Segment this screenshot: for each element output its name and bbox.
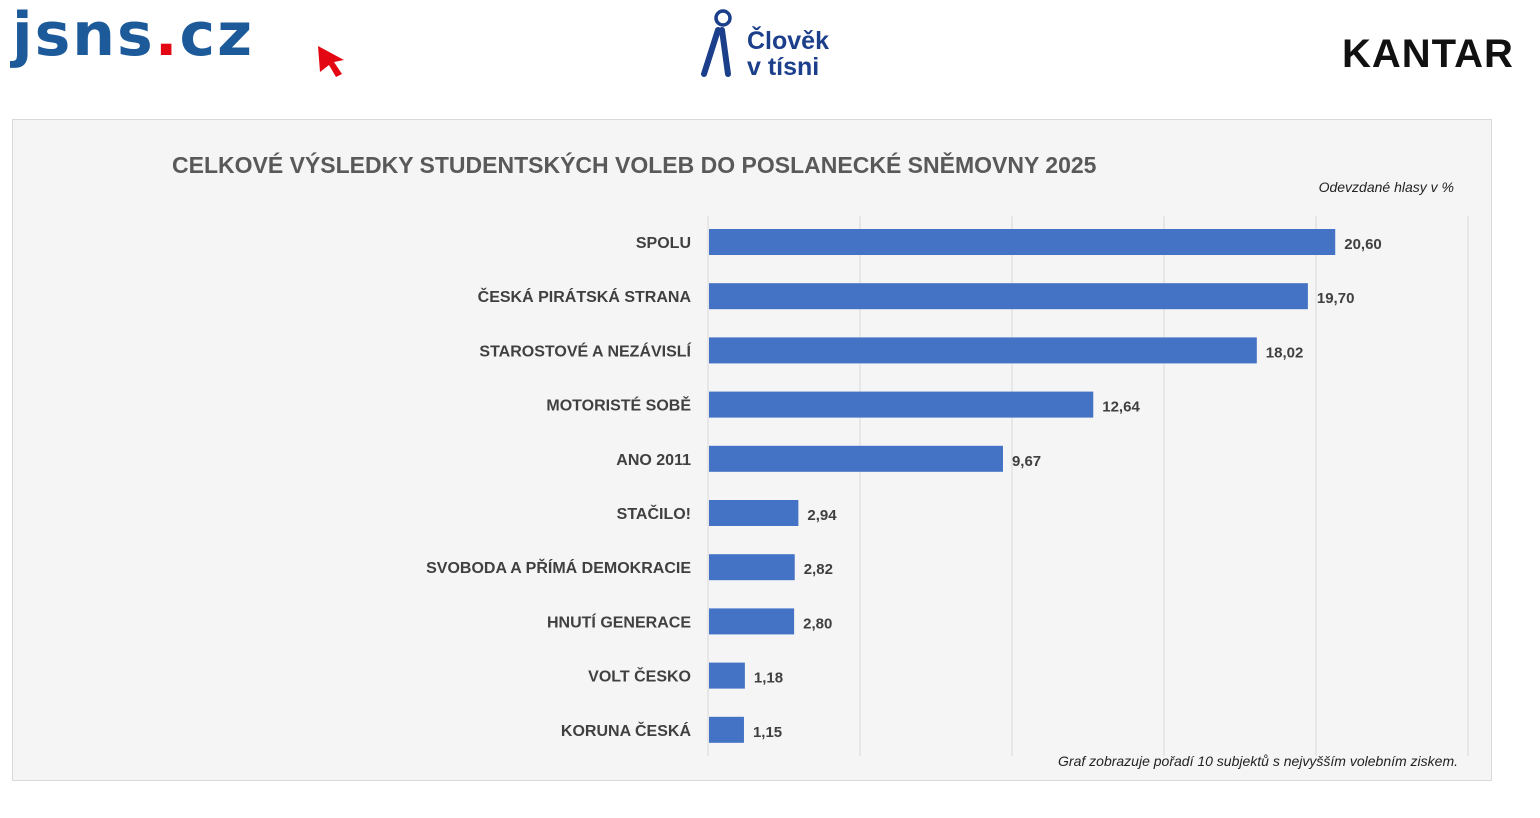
jsns-logo-tld: cz <box>179 0 255 70</box>
kantar-logo: KANTAR <box>1342 32 1514 76</box>
bar <box>709 283 1308 310</box>
value-label: 18,02 <box>1266 344 1304 361</box>
unit-label: Odevzdané hlasy v % <box>1319 179 1454 195</box>
cvt-line1: Člověk <box>747 27 829 55</box>
value-label: 9,67 <box>1012 453 1041 470</box>
category-label: STAČILO! <box>617 504 691 523</box>
bar <box>709 662 745 689</box>
value-label: 2,82 <box>804 561 833 578</box>
category-label: STAROSTOVÉ A NEZÁVISLÍ <box>479 341 691 360</box>
value-label: 2,80 <box>803 615 832 632</box>
value-label: 1,18 <box>754 670 783 687</box>
value-label: 2,94 <box>807 507 837 524</box>
jsns-logo-dot: . <box>154 0 180 70</box>
cvt-line2: v tísni <box>747 53 820 81</box>
bar <box>709 445 1003 472</box>
value-label: 1,15 <box>753 724 782 741</box>
bar <box>709 229 1336 255</box>
bar <box>709 608 795 635</box>
bar <box>709 391 1094 418</box>
bar <box>709 500 799 526</box>
bar <box>709 716 744 743</box>
bar <box>709 337 1257 364</box>
value-label: 12,64 <box>1102 399 1140 416</box>
cursor-arrow-icon <box>318 46 344 77</box>
bar <box>709 554 795 581</box>
value-label: 20,60 <box>1344 236 1382 253</box>
category-label: KORUNA ČESKÁ <box>561 721 692 740</box>
category-label: HNUTÍ GENERACE <box>547 612 691 631</box>
category-label: SVOBODA A PŘÍMÁ DEMOKRACIE <box>426 558 691 577</box>
clovek-v-tisni-figure-icon <box>701 9 732 77</box>
jsns-logo-text: jsns <box>12 0 155 70</box>
jsns-logo: jsns.cz <box>12 0 254 70</box>
category-label: ANO 2011 <box>616 452 691 469</box>
category-label: VOLT ČESKO <box>588 667 691 686</box>
chart-footnote: Graf zobrazuje pořadí 10 subjektů s nejv… <box>1058 753 1458 769</box>
clovek-v-tisni-logo: Člověk v tísni <box>747 28 829 80</box>
category-label: ČESKÁ PIRÁTSKÁ STRANA <box>478 287 692 306</box>
category-label: SPOLU <box>636 235 691 252</box>
chart-title: CELKOVÉ VÝSLEDKY STUDENTSKÝCH VOLEB DO P… <box>172 151 1097 178</box>
category-label: MOTORISTÉ SOBĚ <box>546 396 691 415</box>
value-label: 19,70 <box>1317 290 1355 307</box>
